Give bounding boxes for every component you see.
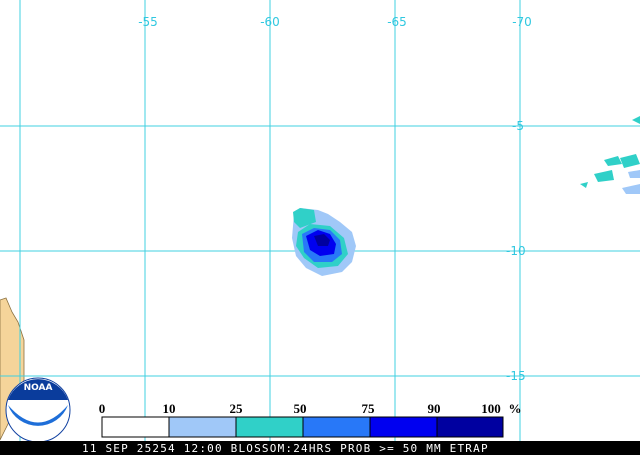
footer-bar <box>0 441 640 455</box>
legend-tick: 100 <box>481 401 501 416</box>
probability-area <box>292 208 356 276</box>
legend: 0 10 25 50 75 90 100 % <box>99 401 522 438</box>
lat-label: -5 <box>512 119 524 133</box>
lon-label: -60 <box>260 15 280 29</box>
legend-tick: 25 <box>230 401 244 416</box>
lon-label: -70 <box>512 15 532 29</box>
legend-tick: 75 <box>362 401 376 416</box>
legend-tick: 0 <box>99 401 106 416</box>
lat-label: -10 <box>506 244 526 258</box>
logo-text: NOAA <box>24 383 53 393</box>
lon-label: -55 <box>138 15 158 29</box>
legend-tick: 90 <box>428 401 441 416</box>
legend-tick: 50 <box>294 401 307 416</box>
legend-tick: 10 <box>163 401 176 416</box>
lon-label: -65 <box>387 15 407 29</box>
lat-label: -15 <box>506 369 526 383</box>
legend-unit: % <box>509 401 522 416</box>
logo: NOAA <box>5 377 71 443</box>
probability-area <box>580 116 640 194</box>
footer-text: 11 SEP 25254 12:00 BLOSSOM:24HRS PROB >=… <box>82 442 489 455</box>
